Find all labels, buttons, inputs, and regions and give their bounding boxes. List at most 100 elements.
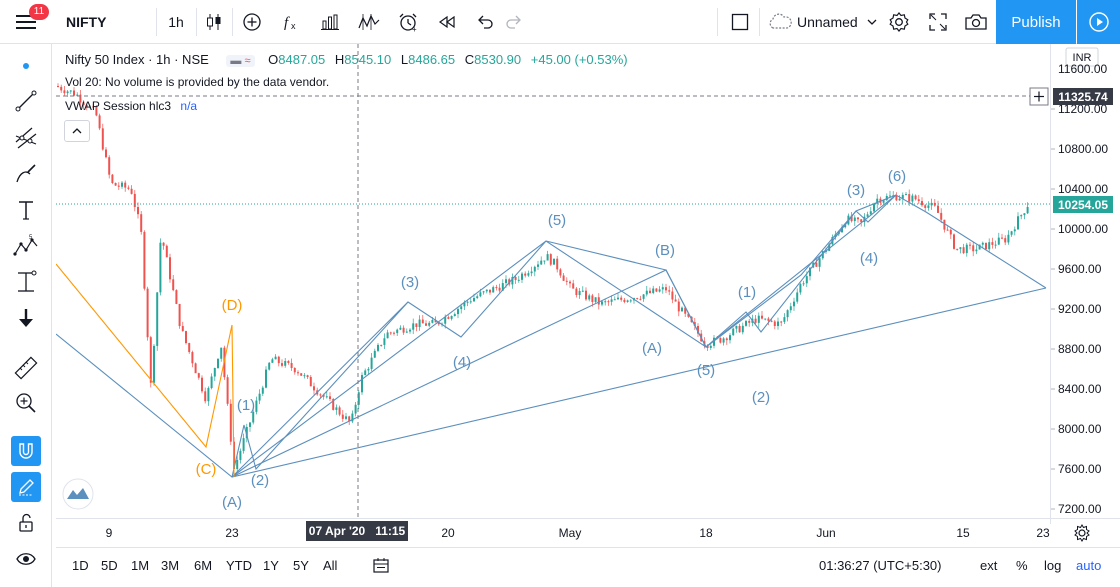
zoom-tool[interactable] xyxy=(8,387,44,419)
candle-body xyxy=(793,301,795,307)
candle-body xyxy=(431,319,434,323)
wave-line[interactable] xyxy=(545,240,667,271)
currency-box[interactable] xyxy=(1065,47,1099,67)
text-icon xyxy=(19,201,33,220)
wave-label-blue: (B) xyxy=(655,242,675,259)
auto-scale-toggle[interactable]: auto xyxy=(1076,558,1102,573)
candle-body xyxy=(457,309,459,315)
candle-body xyxy=(473,298,475,302)
templates-button[interactable] xyxy=(315,6,345,38)
chart-settings-icon[interactable] xyxy=(1074,524,1090,542)
collapse-legend-button[interactable] xyxy=(64,120,90,142)
price-scale[interactable]: INR 11200.00 10800.00 10400.00 10000.00 9600… xyxy=(1051,47,1108,516)
undo-button[interactable] xyxy=(470,6,500,38)
candle-body xyxy=(569,281,571,284)
price-tick-label: 7600.00 xyxy=(1058,462,1102,476)
compare-button[interactable] xyxy=(237,6,267,38)
notification-badge: 11 xyxy=(29,4,49,20)
candle-body xyxy=(511,276,514,285)
chart-pane[interactable]: (D) (C) (1) (2) (A) (3) (4) (5) (B) (A) (1) (2) (5) (… xyxy=(56,44,1120,587)
elliott-wave-drawings[interactable] xyxy=(56,194,1047,478)
candle-body xyxy=(764,318,767,320)
hide-drawings-button[interactable] xyxy=(8,543,44,575)
candle-body xyxy=(581,290,584,292)
menu-button[interactable] xyxy=(6,6,46,38)
range-button-5d[interactable]: 5D xyxy=(101,558,118,573)
ruler-tool[interactable] xyxy=(8,352,44,384)
wave-line[interactable] xyxy=(56,287,1047,478)
legend-toggle[interactable]: ▬ ≈ xyxy=(226,55,255,67)
log-scale-toggle[interactable]: log xyxy=(1044,558,1062,573)
text-tool[interactable] xyxy=(8,194,44,226)
candle-body xyxy=(572,283,575,289)
range-button-all[interactable]: All xyxy=(323,558,338,573)
range-button-1d[interactable]: 1D xyxy=(72,558,89,573)
cursor-tool[interactable] xyxy=(8,50,44,82)
interval-button[interactable]: 1h xyxy=(160,6,192,38)
lock-drawings-button[interactable] xyxy=(8,507,44,539)
candle-body xyxy=(802,283,805,285)
wave-line[interactable] xyxy=(855,194,1047,289)
icons-tool[interactable] xyxy=(8,302,44,334)
wave-line[interactable] xyxy=(56,263,235,478)
replay-play-button[interactable] xyxy=(1077,0,1120,44)
fullscreen-button[interactable] xyxy=(923,6,953,38)
range-button-6m[interactable]: 6M xyxy=(194,558,213,573)
timezone-clock[interactable]: 01:36:27 (UTC+5:30) xyxy=(819,558,942,573)
brush-tool[interactable] xyxy=(8,158,44,190)
pitchfork-tool[interactable] xyxy=(8,122,44,154)
measure-range-tool[interactable] xyxy=(8,266,44,298)
indicator-templates-button[interactable] xyxy=(354,6,384,38)
replay-button[interactable] xyxy=(432,6,462,38)
wave-line[interactable] xyxy=(231,240,547,478)
vwap-legend[interactable]: VWAP Session hlc3 n/a xyxy=(65,99,197,113)
candle-body xyxy=(489,289,491,293)
candle-body xyxy=(204,391,207,402)
alert-button[interactable]: + xyxy=(393,6,423,38)
separator xyxy=(717,8,718,36)
range-button-1y[interactable]: 1Y xyxy=(263,558,279,573)
range-button-5y[interactable]: 5Y xyxy=(293,558,309,573)
trend-line-tool[interactable] xyxy=(8,85,44,117)
candle-body xyxy=(940,212,943,220)
layout-name-button[interactable]: Unnamed xyxy=(763,6,883,38)
symbol-legend[interactable]: Nifty 50 Index · 1h · NSE ▬ ≈ O8487.05 H… xyxy=(65,52,628,67)
range-button-ytd[interactable]: YTD xyxy=(226,558,252,573)
wave-line[interactable] xyxy=(705,210,857,348)
time-tick-label: May xyxy=(559,526,582,540)
volume-legend[interactable]: Vol 20: No volume is provided by the dat… xyxy=(65,75,330,89)
wave-line[interactable] xyxy=(665,269,707,348)
candle-body xyxy=(329,396,331,399)
settings-button[interactable] xyxy=(884,6,914,38)
time-scale[interactable]: 9 23 20 May 18 Jun 15 23 xyxy=(106,526,1050,540)
wave-line[interactable] xyxy=(231,194,897,478)
layout-select-button[interactable] xyxy=(725,6,755,38)
candle-body xyxy=(722,338,725,343)
publish-button[interactable]: Publish xyxy=(996,0,1076,44)
pattern-tool[interactable]: 5 xyxy=(8,230,44,262)
candle-body xyxy=(332,398,335,410)
symbol-search-button[interactable]: NIFTY xyxy=(58,6,154,38)
percent-scale-toggle[interactable]: % xyxy=(1016,558,1028,573)
candle-body xyxy=(978,244,981,250)
candle-body xyxy=(121,182,123,187)
time-tick-label: 23 xyxy=(225,526,239,540)
goto-date-button[interactable] xyxy=(372,557,390,578)
candle-body xyxy=(748,320,751,323)
redo-button[interactable] xyxy=(499,6,529,38)
wave-line[interactable] xyxy=(231,301,409,478)
candle-body xyxy=(693,322,696,326)
symbol-label: NIFTY xyxy=(66,14,107,30)
chart-type-button[interactable] xyxy=(199,6,229,38)
range-button-3m[interactable]: 3M xyxy=(161,558,180,573)
candle-body xyxy=(706,345,709,348)
magnet-mode-toggle[interactable] xyxy=(11,436,41,466)
tradingview-logo[interactable] xyxy=(62,478,94,510)
wave-line[interactable] xyxy=(231,194,897,478)
snapshot-button[interactable] xyxy=(961,6,991,38)
price-chart[interactable]: (D) (C) (1) (2) (A) (3) (4) (5) (B) (A) (1) (2) (5) (… xyxy=(56,44,1120,547)
range-button-1m[interactable]: 1M xyxy=(131,558,150,573)
stay-in-drawing-mode-toggle[interactable] xyxy=(11,472,41,502)
extended-hours-toggle[interactable]: ext xyxy=(980,558,998,573)
